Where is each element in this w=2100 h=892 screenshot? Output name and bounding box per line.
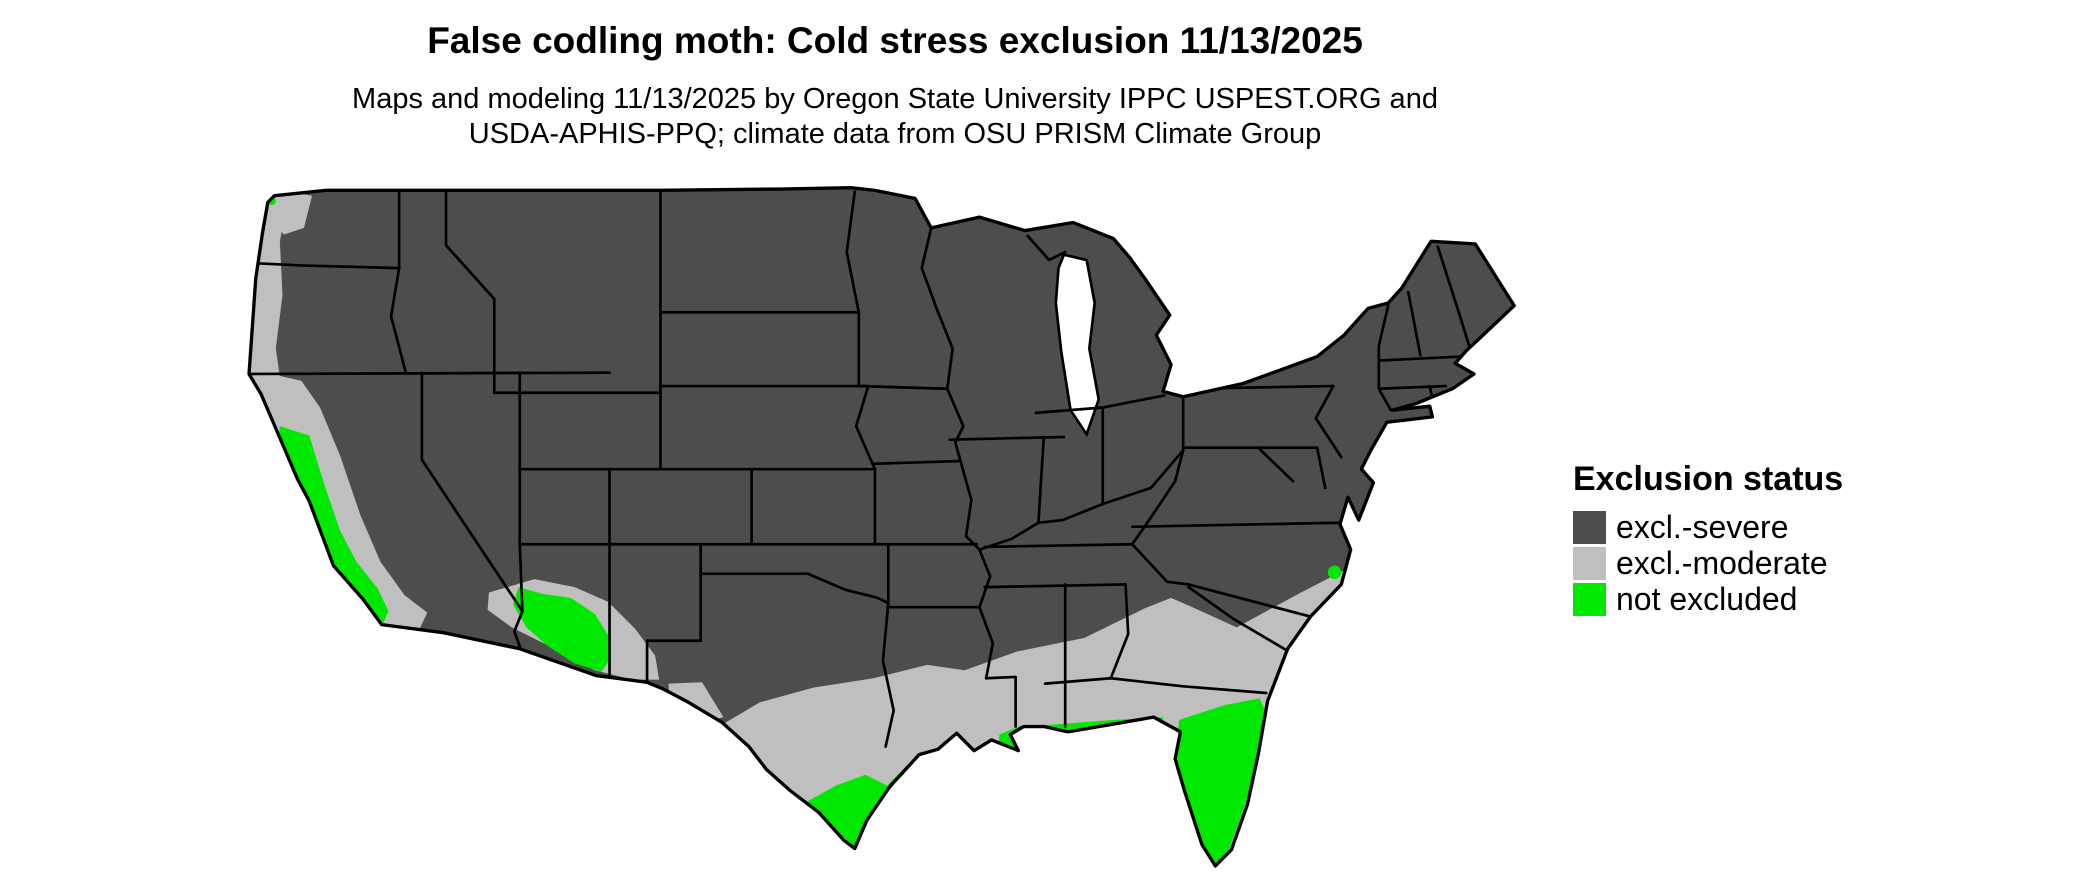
moderate-puget-lowland (263, 187, 313, 235)
legend-swatch-not-excluded-icon (1573, 582, 1606, 616)
legend-item-not-excluded: not excluded (1573, 581, 1993, 617)
state-borders (249, 190, 1472, 748)
map-title: False codling moth: Cold stress exclusio… (427, 20, 1363, 61)
map-subtitle-line1: Maps and modeling 11/13/2025 by Oregon S… (352, 83, 1438, 115)
map-subtitle: Maps and modeling 11/13/2025 by Oregon S… (145, 82, 1645, 153)
lake-michigan (1054, 253, 1101, 438)
legend-swatch-severe-icon (1573, 510, 1606, 544)
legend: Exclusion status excl.-severe excl.-mode… (1573, 460, 1993, 617)
legend-title: Exclusion status (1573, 460, 1844, 498)
legend-swatch-moderate-icon (1573, 546, 1606, 580)
moderate-pacific-coast-strip (249, 187, 291, 389)
green-southern-arizona (513, 587, 611, 672)
green-north-carolina-coast-spot (1327, 565, 1342, 580)
green-california-valley-coast (277, 426, 389, 631)
map-subtitle-line2: USDA-APHIS-PPQ; climate data from OSU PR… (468, 118, 1322, 151)
us-outline (247, 186, 1516, 868)
legend-item-moderate: excl.-moderate (1573, 545, 1993, 581)
legend-item-severe: excl.-severe (1573, 509, 1993, 545)
legend-label-severe: excl.-severe (1616, 509, 1789, 545)
us-exclusion-map (247, 186, 1516, 868)
legend-label-moderate: excl.-moderate (1616, 545, 1828, 581)
legend-label-not-excluded: not excluded (1616, 581, 1798, 617)
